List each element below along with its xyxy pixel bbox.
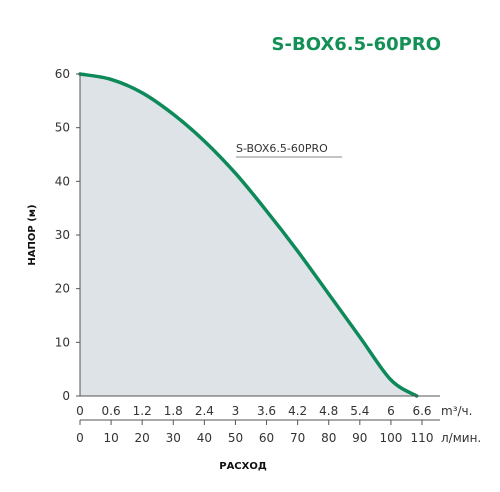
y-axis-label: НАПОР (м)	[27, 204, 38, 265]
area-fill	[80, 74, 417, 396]
x-axis-label: РАСХОД	[219, 461, 267, 472]
x-tick-label-m3h: 2.4	[195, 404, 214, 418]
y-tick-labels: 0 10 20 30 40 50 60	[55, 67, 80, 403]
x-tick-label-m3h: 3	[232, 404, 240, 418]
y-tick-label: 20	[55, 282, 70, 296]
y-tick-label: 40	[55, 174, 70, 188]
x-tick-labels-m3h: 0 0.6 1.2 1.8 2.4 3 3.6 4.2 4.8 5.4 6 6.6	[76, 404, 431, 418]
x-tick-label-m3h: 3.6	[257, 404, 276, 418]
x-tick-label-lmin: 70	[290, 431, 305, 445]
x-tick-labels-lmin: 0 10 20 30 40 50 60 70 80 90 100 110	[76, 420, 433, 445]
x-tick-label-m3h: 6.6	[412, 404, 431, 418]
x-tick-label-m3h: 0	[76, 404, 84, 418]
x-tick-label-m3h: 6	[387, 404, 395, 418]
x-tick-label-lmin: 100	[379, 431, 402, 445]
x-tick-label-lmin: 80	[321, 431, 336, 445]
x-tick-label-lmin: 60	[259, 431, 274, 445]
x-tick-label-m3h: 4.8	[319, 404, 338, 418]
x-unit-m3h: m³/ч.	[441, 404, 472, 418]
x-unit-lmin: л/мин.	[441, 431, 481, 445]
series-line	[78, 72, 419, 398]
y-tick-label: 60	[55, 67, 70, 81]
y-tick-label: 10	[55, 335, 70, 349]
x-tick-label-m3h: 0.6	[102, 404, 121, 418]
plot-area	[78, 72, 419, 398]
y-tick-label: 50	[55, 121, 70, 135]
chart-title: S-BOX6.5-60PRO	[272, 34, 441, 55]
x-tick-label-lmin: 30	[166, 431, 181, 445]
x-tick-label-m3h: 4.2	[288, 404, 307, 418]
x-tick-label-m3h: 1.2	[133, 404, 152, 418]
x-tick-label-m3h: 5.4	[350, 404, 369, 418]
x-tick-label-lmin: 110	[411, 431, 434, 445]
x-tick-label-lmin: 90	[352, 431, 367, 445]
x-tick-label-lmin: 20	[135, 431, 150, 445]
x-tick-label-lmin: 0	[76, 431, 84, 445]
x-tick-label-lmin: 50	[228, 431, 243, 445]
x-tick-label-m3h: 1.8	[164, 404, 183, 418]
x-tick-label-lmin: 40	[197, 431, 212, 445]
series-annotation: S-BOX6.5-60PRO	[236, 142, 328, 155]
x-tick-label-lmin: 10	[103, 431, 118, 445]
y-tick-label: 30	[55, 228, 70, 242]
y-tick-label: 0	[62, 389, 70, 403]
